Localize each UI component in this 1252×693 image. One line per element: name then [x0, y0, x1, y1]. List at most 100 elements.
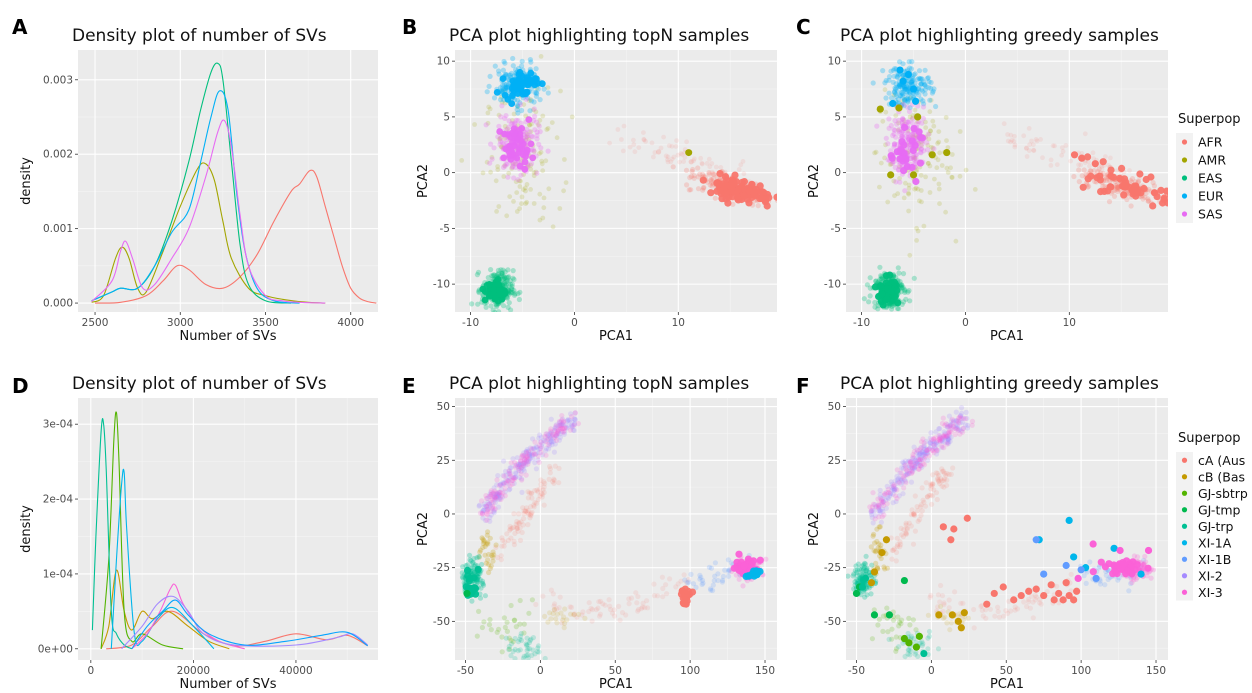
- legend-label: cA (Aus: [1198, 453, 1245, 468]
- scatter-point: [507, 471, 513, 477]
- scatter-point: [892, 89, 898, 95]
- scatter-point: [719, 577, 726, 584]
- scatter-point: [919, 485, 925, 491]
- scatter-point: [1029, 593, 1035, 599]
- scatter-point: [710, 582, 716, 588]
- scatter-point: [920, 452, 926, 458]
- scatter-point: [911, 152, 917, 158]
- scatter-point: [897, 84, 903, 90]
- scatter-point: [596, 599, 602, 605]
- scatter-point: [539, 443, 545, 449]
- scatter-point: [1048, 163, 1054, 168]
- scatter-point: [924, 147, 931, 153]
- scatter-point: [920, 104, 927, 110]
- scatter-point: [941, 476, 948, 482]
- scatter-point: [941, 433, 947, 439]
- scatter-point: [956, 427, 962, 433]
- scatter-point: [906, 288, 912, 294]
- scatter-point: [524, 447, 530, 453]
- scatter-point: [485, 506, 491, 512]
- scatter-point: [528, 97, 533, 102]
- scatter-point: [488, 508, 494, 515]
- scatter-point: [526, 490, 533, 496]
- scatter-point: [552, 426, 558, 432]
- scatter-point: [530, 446, 536, 452]
- scatter-point: [917, 451, 923, 457]
- scatter-point: [502, 269, 508, 275]
- scatter-point: [944, 433, 950, 440]
- scatter-point: [1079, 151, 1085, 156]
- scatter-point: [911, 463, 917, 469]
- scatter-point: [532, 460, 538, 466]
- legend-title: Superpop: [1178, 431, 1241, 446]
- scatter-point: [878, 160, 884, 166]
- scatter-point: [947, 422, 953, 428]
- scatter-point: [883, 497, 889, 503]
- scatter-point: [868, 508, 874, 514]
- scatter-point: [900, 475, 906, 481]
- scatter-point: [927, 440, 933, 446]
- scatter-point: [559, 428, 565, 434]
- chart-title: PCA plot highlighting topN samples: [449, 374, 749, 394]
- scatter-point: [957, 129, 963, 134]
- scatter-point: [502, 539, 508, 545]
- x-tick-label: 3500: [252, 317, 279, 329]
- scatter-point: [957, 431, 963, 437]
- scatter-point: [519, 58, 525, 64]
- scatter-point: [533, 466, 540, 472]
- scatter-point: [1076, 167, 1082, 173]
- plot-area: [459, 54, 777, 312]
- density-series-line: [131, 583, 245, 650]
- scatter-point: [886, 490, 892, 496]
- scatter-point: [911, 511, 917, 517]
- scatter-point: [954, 425, 961, 432]
- scatter-point: [513, 179, 519, 185]
- scatter-point: [857, 576, 863, 582]
- scatter-point: [525, 461, 531, 467]
- scatter-point: [878, 549, 886, 557]
- scatter-point: [699, 160, 705, 166]
- scatter-point: [894, 121, 900, 127]
- scatter-point: [517, 525, 523, 531]
- scatter-point: [1128, 178, 1134, 184]
- scatter-point: [462, 583, 470, 591]
- scatter-point: [923, 480, 929, 486]
- scatter-point: [533, 66, 539, 72]
- scatter-point: [526, 456, 532, 462]
- scatter-point: [868, 544, 874, 550]
- scatter-point: [719, 579, 726, 585]
- scatter-point: [683, 167, 690, 173]
- scatter-point: [498, 135, 504, 141]
- scatter-point: [565, 416, 571, 423]
- scatter-point: [535, 496, 542, 503]
- scatter-point: [939, 523, 947, 531]
- scatter-point: [926, 492, 932, 498]
- scatter-point: [852, 568, 859, 574]
- scatter-point: [506, 124, 512, 130]
- scatter-point: [957, 413, 964, 419]
- scatter-point: [638, 606, 644, 612]
- scatter-point: [900, 534, 907, 540]
- scatter-point: [885, 199, 891, 205]
- scatter-point: [930, 446, 936, 452]
- scatter-point: [902, 653, 908, 660]
- scatter-point: [857, 572, 863, 578]
- scatter-point: [513, 471, 519, 477]
- scatter-point: [539, 158, 545, 164]
- scatter-point: [476, 502, 483, 508]
- scatter-point: [532, 452, 539, 458]
- scatter-point: [908, 66, 915, 72]
- scatter-point: [930, 438, 936, 444]
- scatter-point: [551, 480, 557, 486]
- scatter-point: [520, 655, 527, 660]
- scatter-point: [906, 108, 913, 115]
- scatter-point: [864, 592, 870, 598]
- scatter-point: [909, 462, 915, 468]
- scatter-point: [882, 536, 891, 544]
- scatter-point: [536, 442, 542, 448]
- scatter-point: [886, 125, 892, 131]
- scatter-point: [708, 178, 715, 184]
- scatter-point: [965, 422, 971, 428]
- scatter-point: [1050, 596, 1058, 604]
- scatter-point: [535, 489, 541, 495]
